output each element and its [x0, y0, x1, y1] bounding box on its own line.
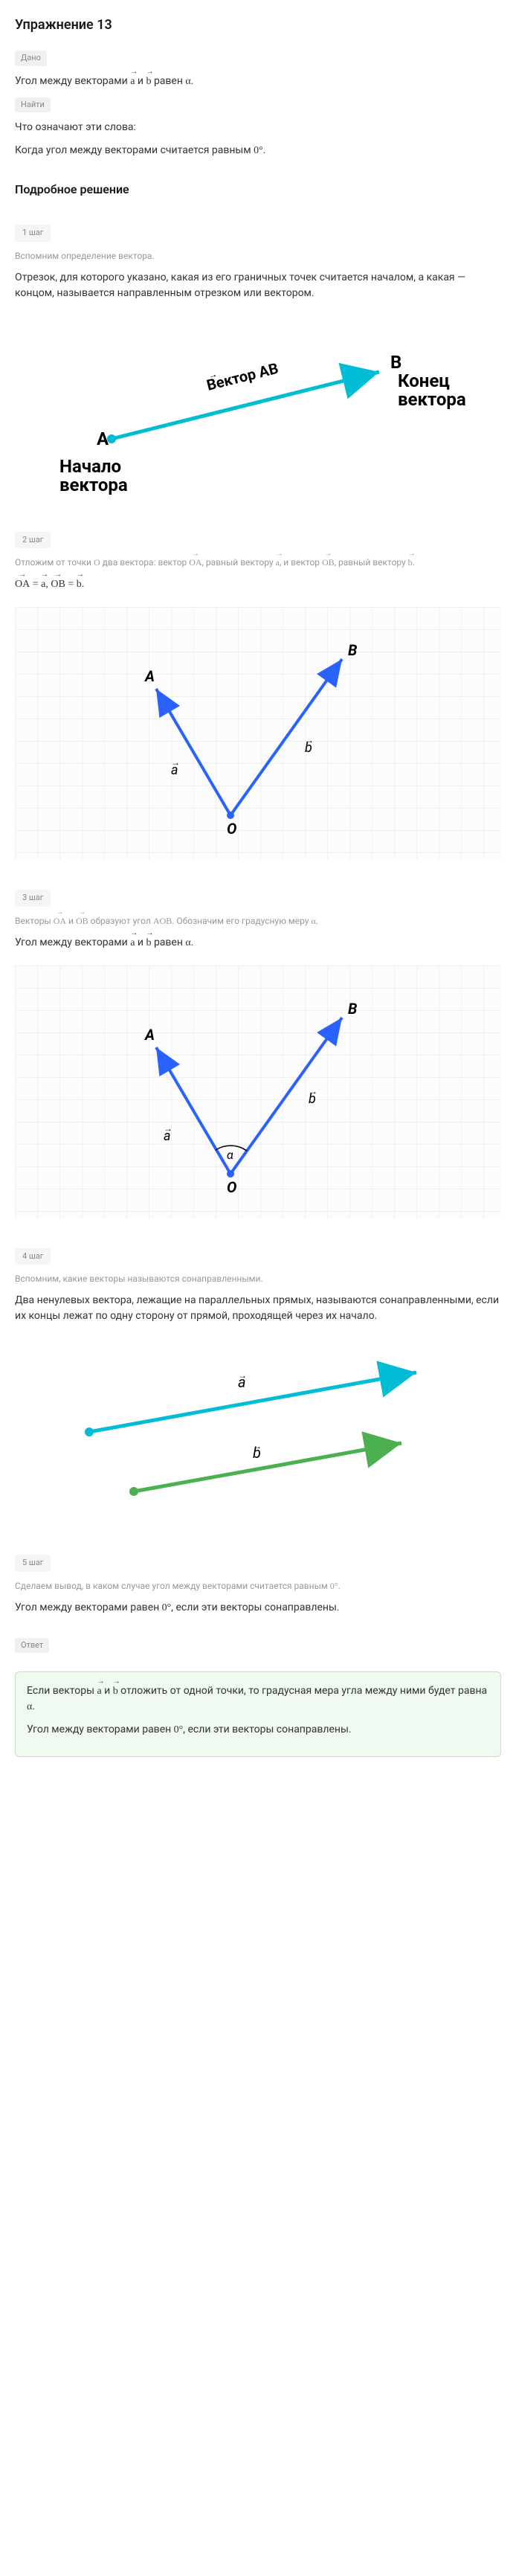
- answer-box: Если векторы a и b отложить от одной точ…: [15, 1671, 501, 1757]
- svg-text:B: B: [348, 641, 358, 659]
- svg-text:A: A: [143, 1026, 155, 1044]
- svg-text:O: O: [227, 820, 236, 838]
- svg-text:B: B: [390, 352, 401, 373]
- step-1-intro: Вспомним определение вектора.: [15, 249, 501, 263]
- svg-text:Начало: Начало: [59, 456, 121, 477]
- step-4-badge: 4 шаг: [15, 1248, 51, 1265]
- find-badge: Найти: [15, 97, 51, 113]
- step-1-badge: 1 шаг: [15, 225, 51, 242]
- svg-text:→: →: [309, 1086, 317, 1096]
- figure-3: O A B a → b → α: [15, 966, 501, 1218]
- step-4-intro: Вспомним, какие векторы называются сонап…: [15, 1272, 501, 1285]
- answer-text-1: Если векторы a и b отложить от одной точ…: [27, 1683, 489, 1715]
- step-3-badge: 3 шаг: [15, 890, 51, 907]
- step-3-intro: Векторы OA и OB образуют угол AOB. Обозн…: [15, 914, 501, 928]
- step-5-badge: 5 шаг: [15, 1555, 51, 1572]
- svg-text:→: →: [305, 735, 314, 745]
- step-5-text: Угол между векторами равен 0°, если эти …: [15, 1600, 501, 1616]
- step-5-intro: Сделаем вывод, в каком случае угол между…: [15, 1579, 501, 1593]
- answer-text-2: Угол между векторами равен 0°, если эти …: [27, 1722, 489, 1738]
- answer-badge: Ответ: [15, 1638, 49, 1654]
- solution-title: Подробное решение: [15, 181, 501, 199]
- given-text: Угол между векторами a и b равен α.: [15, 74, 501, 89]
- figure-1: A B Вектор AB → Начало вектора Конец век…: [15, 312, 501, 506]
- svg-text:O: O: [227, 1178, 236, 1196]
- svg-text:→: →: [253, 1441, 262, 1451]
- exercise-title: Упражнение 13: [15, 15, 501, 35]
- svg-text:вектора: вектора: [59, 475, 128, 495]
- svg-text:вектора: вектора: [398, 389, 466, 410]
- svg-text:Конец: Конец: [398, 370, 450, 391]
- svg-text:→: →: [171, 757, 180, 768]
- figure-2: O A B a → b →: [15, 607, 501, 860]
- svg-text:α: α: [227, 1148, 233, 1162]
- find-text-2: Когда угол между векторами считается рав…: [15, 143, 501, 158]
- step-2-formula: OA = a, OB = b.: [15, 576, 501, 592]
- step-3-text: Угол между векторами a и b равен α.: [15, 935, 501, 951]
- given-badge: Дано: [15, 51, 47, 66]
- step-2-text: Отложим от точки O два вектора: вектор O…: [15, 556, 501, 569]
- step-4-text: Два ненулевых вектора, лежащие на паралл…: [15, 1293, 501, 1324]
- svg-text:→: →: [238, 1370, 247, 1381]
- step-1-text: Отрезок, для которого указано, какая из …: [15, 270, 501, 301]
- svg-text:A: A: [143, 667, 155, 685]
- figure-4: a → b →: [15, 1335, 501, 1529]
- svg-text:B: B: [348, 1000, 358, 1018]
- svg-text:A: A: [97, 428, 109, 449]
- find-text-1: Что означают эти слова:: [15, 120, 501, 135]
- svg-text:→: →: [164, 1123, 172, 1134]
- step-2-badge: 2 шаг: [15, 532, 51, 549]
